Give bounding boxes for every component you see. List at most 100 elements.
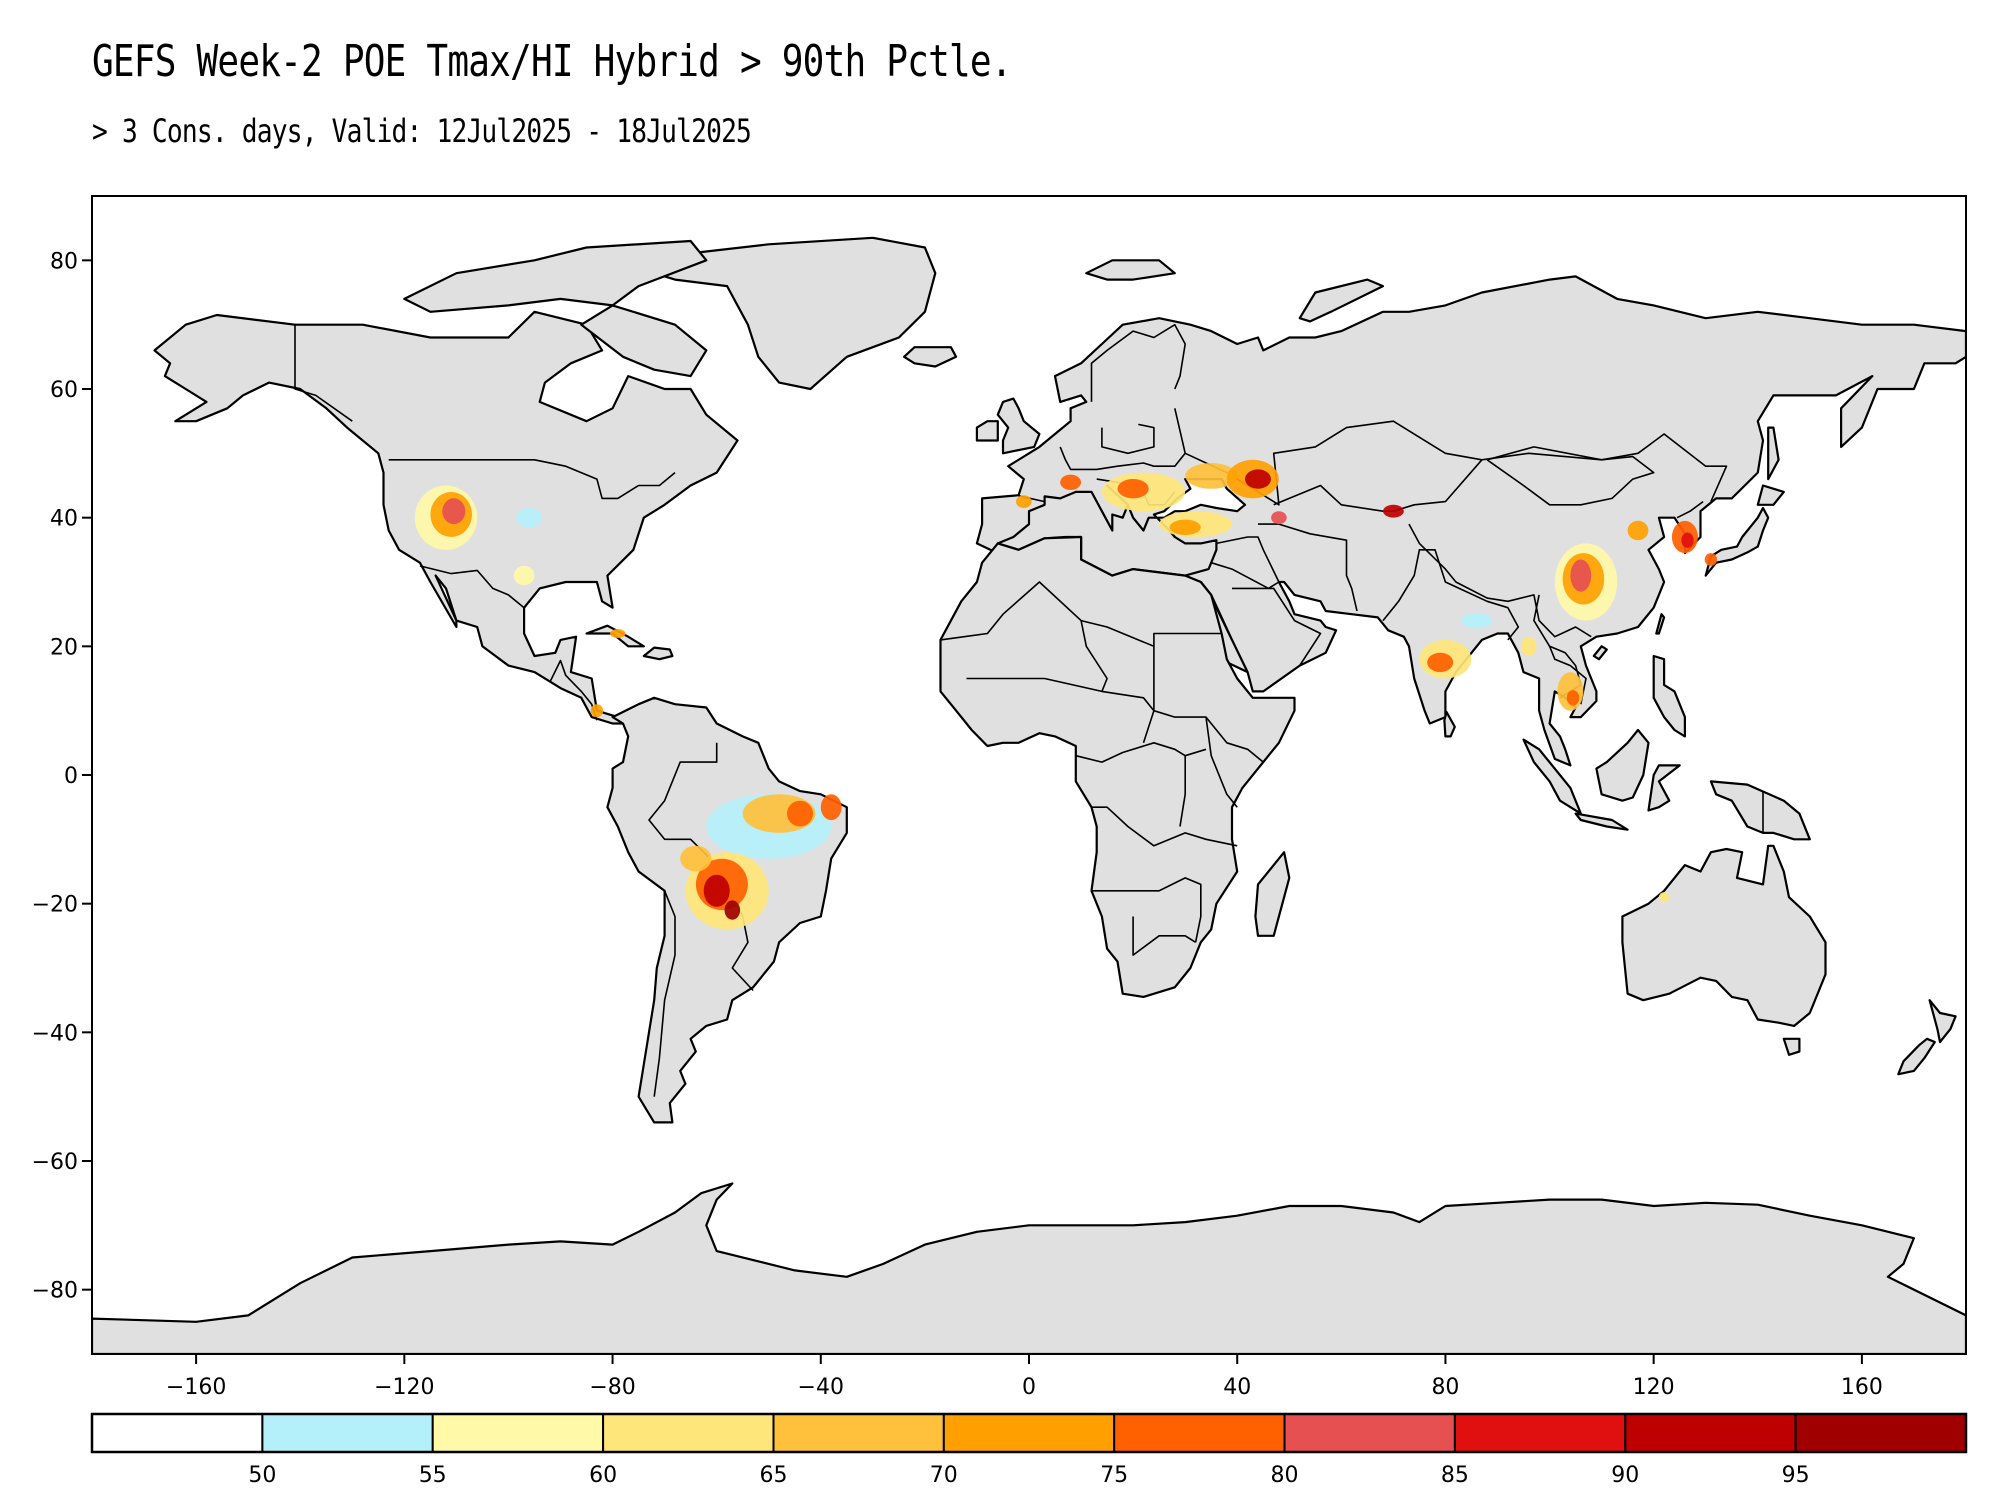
- blob-caribbean: [590, 704, 604, 718]
- arctic-archipelago-land: [403, 239, 708, 313]
- blob-cuba: [610, 629, 626, 638]
- map-title: GEFS Week-2 POE Tmax/HI Hybrid > 90th Pc…: [92, 36, 1013, 87]
- africa-border-6: [1132, 916, 1197, 956]
- colorbar-label: 85: [1441, 1463, 1469, 1488]
- y-tick-label: 80: [50, 249, 78, 274]
- y-tick-label: 40: [50, 507, 78, 532]
- map-axes: −160 −120 −80 −40 0 40 80 120 160 80 60 40 20 0 −20 −40…: [32, 249, 1883, 1400]
- colorbar-swatch: [602, 1413, 775, 1453]
- y-tick-label: −80: [32, 1279, 78, 1304]
- borneo-land: [1595, 728, 1650, 802]
- new-guinea-land: [1709, 780, 1811, 841]
- blob-japan: [1704, 553, 1718, 566]
- blob-balkans-core: [1117, 479, 1149, 499]
- colorbar-swatch: [1794, 1413, 1967, 1453]
- colorbar-label: 60: [589, 1463, 617, 1488]
- india-border: [1382, 548, 1520, 641]
- colorbar-swatch: [1113, 1413, 1286, 1453]
- colorbar-label: 75: [1100, 1463, 1128, 1488]
- blob-black-sea-north: [1185, 463, 1238, 489]
- x-tick-label: −120: [374, 1375, 434, 1400]
- europe-border-1: [1059, 446, 1186, 471]
- hainan-land: [1592, 645, 1608, 661]
- colorbar-swatch: [772, 1413, 945, 1453]
- tasmania-land: [1782, 1037, 1801, 1056]
- blob-caucasus: [1271, 511, 1287, 525]
- africa-border-8: [1142, 646, 1155, 744]
- africa-border-9: [1179, 755, 1186, 827]
- brazil-border: [648, 742, 754, 992]
- colorbar-swatch: [1453, 1413, 1627, 1453]
- x-tick-label: 0: [1022, 1375, 1036, 1400]
- x-tick-label: 80: [1431, 1375, 1459, 1400]
- australia-land: [1621, 844, 1827, 1028]
- colorbar-frame: [90, 1412, 1968, 1454]
- africa-border-4: [1091, 806, 1238, 847]
- y-tick-label: 0: [64, 764, 78, 789]
- philippines-land: [1652, 654, 1687, 738]
- africa-border-10: [1205, 716, 1238, 808]
- x-tick-label: −40: [798, 1375, 844, 1400]
- blob-italy-north: [1060, 474, 1081, 490]
- blob-myanmar: [1520, 636, 1537, 656]
- antarctica-land: [92, 1182, 1966, 1354]
- blob-brazil-east: [820, 794, 842, 821]
- blob-great-plains: [516, 508, 543, 528]
- blob-central-asia: [1383, 504, 1404, 518]
- blob-spain: [1016, 495, 1032, 508]
- blob-sichuan-core: [1570, 559, 1592, 592]
- new-zealand-north-land: [1928, 999, 1957, 1044]
- africa-border-5: [1091, 877, 1202, 943]
- colorbar-swatch: [431, 1413, 605, 1453]
- blob-great-basin-core: [442, 498, 466, 525]
- x-tick-label: −160: [166, 1375, 226, 1400]
- colorbar-swatch: [1624, 1413, 1797, 1453]
- greenland-land: [653, 236, 937, 391]
- iceland-land: [902, 346, 958, 368]
- china-border: [1408, 523, 1592, 638]
- colorbar-label: 70: [930, 1463, 958, 1488]
- andes-border: [653, 890, 676, 1097]
- blob-brazil-central-core: [787, 800, 813, 827]
- java-land: [1574, 812, 1629, 831]
- alaska-canada-border: [294, 324, 353, 422]
- x-tick-label: 120: [1633, 1375, 1675, 1400]
- x-tick-label: 160: [1841, 1375, 1883, 1400]
- middle-east-border: [1210, 536, 1280, 590]
- sumatra-land: [1522, 738, 1582, 815]
- svalbard-land: [1085, 259, 1176, 281]
- y-tick-label: 60: [50, 378, 78, 403]
- blob-north-china: [1627, 520, 1649, 541]
- us-canada-border: [388, 458, 676, 500]
- hispaniola-land: [642, 646, 674, 661]
- scandinavia-border: [1090, 323, 1186, 402]
- colorbar-label: 90: [1611, 1463, 1639, 1488]
- colorbar: 50 55 60 65 70 75 80 85 90 95: [90, 1412, 1968, 1488]
- africa-border-7: [1080, 620, 1108, 692]
- blob-pantanal-core: [703, 874, 730, 907]
- arabia-border: [1232, 587, 1322, 667]
- blob-caspian-core: [1245, 469, 1271, 489]
- baffin-island-land: [580, 304, 708, 378]
- colorbar-label: 95: [1782, 1463, 1810, 1488]
- blob-india-north: [1461, 612, 1493, 629]
- japan-land: [1704, 506, 1770, 577]
- y-tick-label: −60: [32, 1150, 78, 1175]
- blob-india-east-core: [1427, 652, 1454, 673]
- colorbar-label: 80: [1271, 1463, 1299, 1488]
- x-tick-label: 40: [1223, 1375, 1251, 1400]
- sri-lanka-land: [1443, 710, 1456, 738]
- colorbar-label: 50: [248, 1463, 276, 1488]
- colorbar-label: 55: [419, 1463, 447, 1488]
- taiwan-land: [1655, 613, 1666, 635]
- blob-indochina-core: [1566, 690, 1580, 706]
- blob-anatolia-core: [1169, 519, 1201, 535]
- great-britain-land: [996, 397, 1041, 455]
- ireland-land: [975, 420, 999, 442]
- x-tick-label: −80: [589, 1375, 635, 1400]
- madagascar-land: [1254, 851, 1291, 937]
- sulawesi-land: [1647, 764, 1681, 812]
- colorbar-swatch: [1283, 1413, 1456, 1453]
- new-zealand-south-land: [1897, 1037, 1936, 1076]
